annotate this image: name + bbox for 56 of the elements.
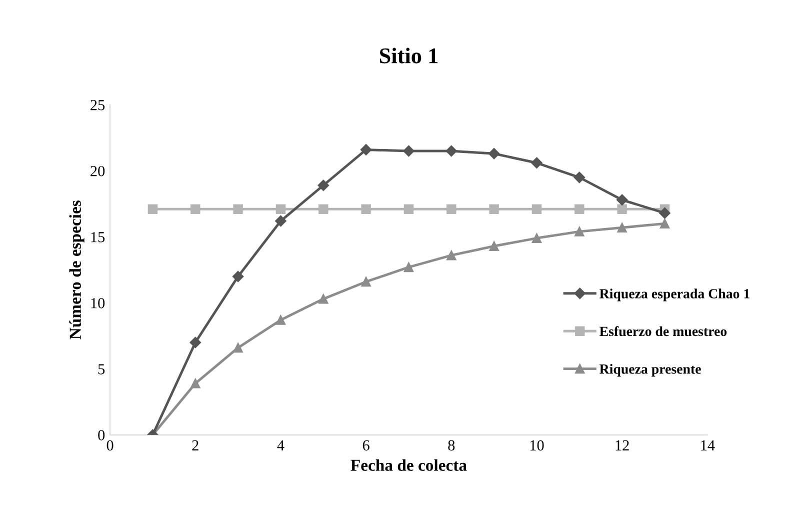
point: [531, 157, 542, 169]
point: [574, 172, 585, 184]
point: [318, 294, 328, 304]
x-axis-title: Fecha de colecta: [350, 459, 467, 471]
y-tick-label: 20: [90, 166, 105, 176]
point: [148, 204, 158, 214]
point: [190, 204, 200, 214]
point: [617, 222, 627, 232]
point: [276, 315, 286, 325]
point: [318, 204, 328, 214]
x-tick-label: 12: [616, 440, 629, 450]
point: [318, 180, 329, 191]
point: [361, 276, 371, 287]
point: [532, 233, 542, 244]
y-axis-title: Número de especies: [69, 200, 84, 340]
point: [403, 145, 414, 157]
y-tick-label: 10: [91, 298, 105, 308]
y-tick-label: 5: [98, 364, 105, 374]
point: [532, 204, 542, 214]
point: [488, 148, 500, 160]
x-tick-label: 4: [277, 440, 284, 450]
point: [275, 215, 286, 227]
point: [489, 241, 499, 251]
x-tick-label: 2: [192, 440, 198, 450]
y-tick-label: 15: [91, 232, 105, 242]
legend-label: Riqueza esperada Chao 1: [600, 288, 750, 302]
x-tick-label: 6: [362, 440, 370, 451]
point: [489, 204, 499, 214]
point: [190, 378, 200, 388]
x-tick-label: 8: [448, 440, 455, 451]
x-tick-label: 0: [106, 440, 114, 451]
point: [233, 204, 243, 214]
y-tick-label: 25: [90, 100, 105, 110]
x-tick-label: 14: [701, 440, 715, 450]
point: [446, 250, 456, 260]
legend-label: Esfuerzo de muestreo: [600, 326, 727, 336]
point: [574, 204, 584, 214]
point: [190, 336, 201, 348]
chart-title: Sitio 1: [380, 48, 438, 64]
point: [233, 342, 243, 353]
legend-label: Riqueza presente: [600, 364, 701, 377]
point: [660, 218, 670, 229]
point: [659, 207, 670, 219]
point: [276, 204, 286, 214]
point: [360, 144, 372, 156]
point: [617, 204, 627, 214]
point: [574, 226, 584, 236]
y-tick-label: 0: [98, 430, 105, 440]
point: [232, 270, 244, 282]
point: [404, 262, 414, 272]
point: [446, 204, 456, 214]
point: [446, 145, 457, 157]
point: [616, 194, 628, 206]
point: [361, 204, 371, 214]
point: [404, 204, 414, 214]
x-tick-label: 10: [530, 440, 544, 451]
